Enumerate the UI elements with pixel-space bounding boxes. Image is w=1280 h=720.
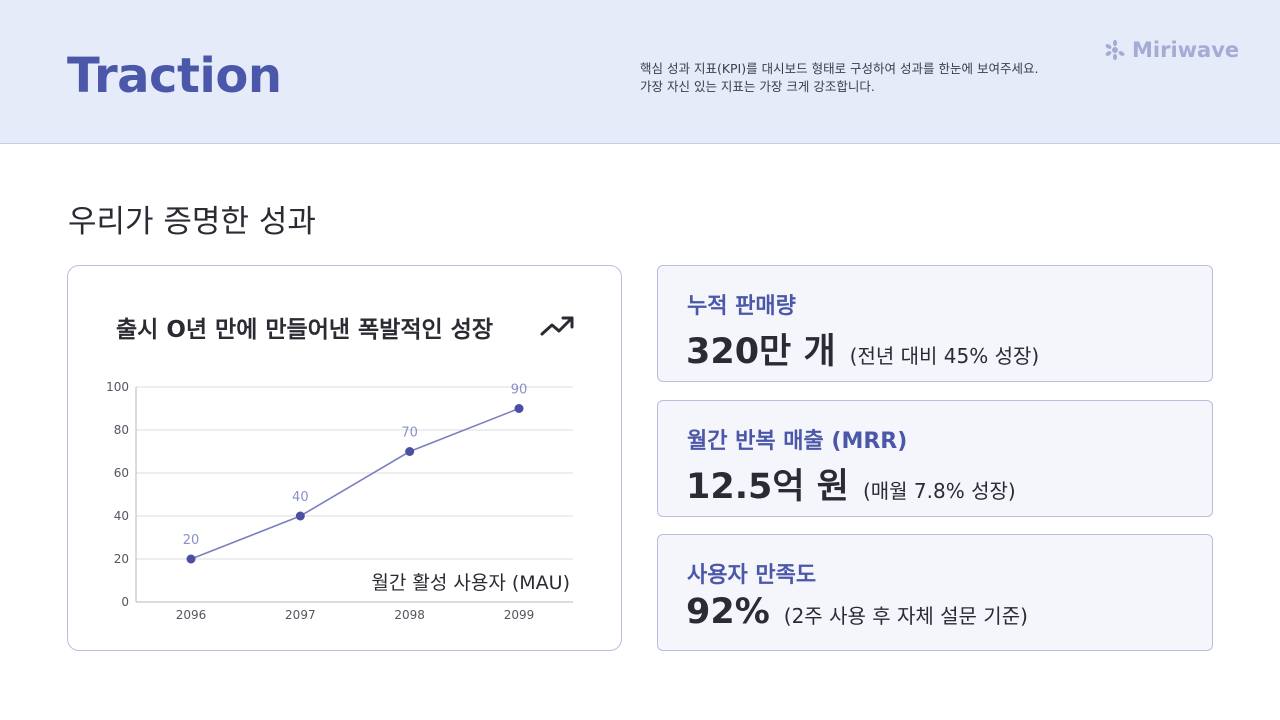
logo-text: Miriwave: [1132, 38, 1240, 62]
data-point: [295, 511, 305, 521]
data-label: 90: [511, 383, 528, 398]
y-tick-label: 0: [121, 595, 129, 609]
data-label: 20: [183, 533, 200, 548]
y-tick-label: 100: [106, 380, 129, 394]
series-line: [190, 407, 520, 560]
x-tick-label: 2097: [285, 608, 316, 622]
kpi-value: 12.5억 원: [686, 467, 849, 507]
kpi-label: 월간 반복 매출 (MRR): [687, 429, 908, 454]
y-tick-label: 20: [114, 552, 129, 566]
kpi-note: (2주 사용 후 자체 설문 기준): [783, 604, 1028, 628]
data-point: [514, 404, 524, 413]
kpi-card-satisfaction: 사용자 만족도 92% (2주 사용 후 자체 설문 기준): [657, 534, 1213, 651]
brand-logo: Miriwave: [1104, 38, 1239, 62]
kpi-label: 누적 판매량: [687, 294, 796, 319]
header-banner: Traction 핵심 성과 지표(KPI)를 대시보드 형태로 구성하여 성과…: [0, 0, 1280, 144]
kpi-card-cumulative-sales: 누적 판매량 320만 개 (전년 대비 45% 성장): [657, 265, 1213, 382]
x-tick-label: 2096: [176, 608, 207, 622]
section-title: 우리가 증명한 성과: [68, 204, 316, 240]
kpi-note: (매월 7.8% 성장): [862, 479, 1016, 503]
line-chart: 0 20 40 60 80 100 2096 2097 2098 2099 20 40 70 90 월간 활…: [106, 380, 573, 622]
page-title: Traction: [67, 48, 282, 104]
kpi-label: 사용자 만족도: [687, 563, 817, 588]
data-label: 70: [401, 426, 418, 441]
y-tick-label: 80: [114, 423, 129, 437]
data-point: [405, 447, 415, 456]
data-label: 40: [292, 490, 309, 505]
mau-chart-card: 출시 O년 만에 만들어낸 폭발적인 성장 0 20 40 60 80 100 2096 20…: [67, 265, 622, 651]
series-legend-label: 월간 활성 사용자 (MAU): [371, 572, 570, 594]
kpi-value: 320만 개: [686, 332, 836, 372]
chart-title: 출시 O년 만에 만들어낸 폭발적인 성장: [116, 317, 493, 343]
kpi-value: 92%: [686, 592, 770, 632]
x-tick-label: 2098: [394, 608, 425, 622]
y-tick-label: 40: [114, 509, 129, 523]
y-tick-label: 60: [114, 466, 129, 480]
data-point: [186, 554, 196, 564]
kpi-note: (전년 대비 45% 성장): [849, 344, 1040, 368]
page-description: 핵심 성과 지표(KPI)를 대시보드 형태로 구성하여 성과를 한눈에 보여주…: [640, 61, 1039, 94]
trending-up-icon: [540, 316, 574, 336]
x-tick-label: 2099: [504, 608, 535, 622]
kpi-card-mrr: 월간 반복 매출 (MRR) 12.5억 원 (매월 7.8% 성장): [657, 400, 1213, 517]
sparkle-icon: [1105, 39, 1125, 61]
